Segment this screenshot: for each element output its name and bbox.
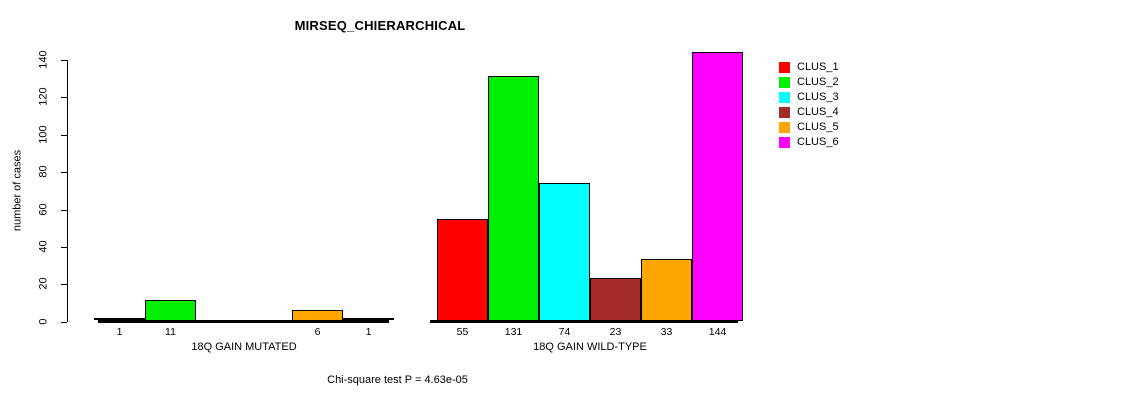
group-label-left: 18Q GAIN MUTATED [191,341,297,353]
chart-footer: Chi-square test P = 4.63e-05 [0,374,1140,386]
y-tick-mark-120 [61,97,67,98]
legend-label-clus-6: CLUS_6 [797,136,839,148]
y-tick-mark-60 [61,210,67,211]
y-tick-label-120-wrap: 120 [31,87,57,105]
y-tick-mark-20 [61,284,67,285]
y-axis-line [67,60,68,322]
y-tick-label-0: 0 [37,318,50,325]
y-tick-label-120: 120 [37,87,50,106]
legend: CLUS_1 CLUS_2 CLUS_3 CLUS_4 CLUS_5 CLUS_… [779,60,919,150]
bar-right-clus-1 [437,219,488,321]
bar-value-label-right-74: 74 [558,326,571,338]
legend-swatch-clus-1-icon [779,62,790,73]
bar-value-label-left-1b: 1 [365,326,372,338]
y-tick-label-80: 80 [37,165,50,178]
legend-swatch-clus-6-icon [779,137,790,148]
y-tick-label-40-wrap: 40 [31,240,57,253]
y-tick-label-60: 60 [37,203,50,216]
bar-left-clus-2 [145,300,196,321]
legend-swatch-clus-4-icon [779,107,790,118]
legend-label-clus-5: CLUS_5 [797,121,839,133]
bar-value-label-right-55: 55 [456,326,469,338]
legend-item-clus-1[interactable]: CLUS_1 [779,60,919,75]
y-tick-label-140-wrap: 140 [31,50,57,68]
bar-right-clus-3 [539,183,590,321]
y-tick-label-20: 20 [37,277,50,290]
legend-item-clus-6[interactable]: CLUS_6 [779,135,919,150]
legend-label-clus-4: CLUS_4 [797,106,839,118]
legend-swatch-clus-3-icon [779,92,790,103]
bar-value-label-right-23: 23 [609,326,622,338]
legend-swatch-clus-2-icon [779,77,790,88]
legend-item-clus-4[interactable]: CLUS_4 [779,105,919,120]
y-tick-label-100-wrap: 100 [31,125,57,143]
y-tick-label-0-wrap: 0 [31,316,57,328]
bar-value-label-right-33: 33 [660,326,673,338]
baseline-left-group [98,320,389,323]
legend-item-clus-2[interactable]: CLUS_2 [779,75,919,90]
group-label-right: 18Q GAIN WILD-TYPE [533,341,647,353]
bar-left-clus-5 [292,310,343,321]
y-tick-label-40: 40 [37,240,50,253]
bar-value-label-left-11: 11 [165,326,176,338]
y-tick-mark-0 [61,322,67,323]
bar-left-clus-6 [343,318,394,320]
bar-value-label-right-144: 144 [708,326,727,338]
y-tick-label-80-wrap: 80 [31,165,57,178]
legend-label-clus-2: CLUS_2 [797,76,839,88]
bar-value-label-left-6: 6 [314,326,321,338]
y-axis-title: number of cases [11,149,24,232]
y-tick-label-100: 100 [37,125,50,144]
y-tick-label-20-wrap: 20 [31,277,57,290]
y-tick-mark-100 [61,135,67,136]
legend-item-clus-3[interactable]: CLUS_3 [779,90,919,105]
legend-label-clus-1: CLUS_1 [797,61,839,73]
chart-title: MIRSEQ_CHIERARCHICAL [294,18,466,33]
y-tick-mark-80 [61,172,67,173]
legend-item-clus-5[interactable]: CLUS_5 [779,120,919,135]
bar-value-label-right-131: 131 [504,326,523,338]
y-tick-label-140: 140 [37,50,50,69]
bar-right-clus-6 [692,52,743,321]
bar-right-clus-5 [641,259,692,321]
bar-left-clus-1 [94,318,145,320]
bar-value-label-left-1: 1 [116,326,123,338]
y-tick-mark-40 [61,247,67,248]
y-tick-mark-140 [61,60,67,61]
bar-right-clus-2 [488,76,539,321]
legend-label-clus-3: CLUS_3 [797,91,839,103]
legend-swatch-clus-5-icon [779,122,790,133]
bar-right-clus-4 [590,278,641,321]
y-tick-label-60-wrap: 60 [31,203,57,216]
plot-area: 0 20 40 60 80 100 120 140 number of case… [11,50,743,353]
chi-square-annotation: Chi-square test P = 4.63e-05 [327,374,468,386]
baseline-right-group [430,320,738,323]
